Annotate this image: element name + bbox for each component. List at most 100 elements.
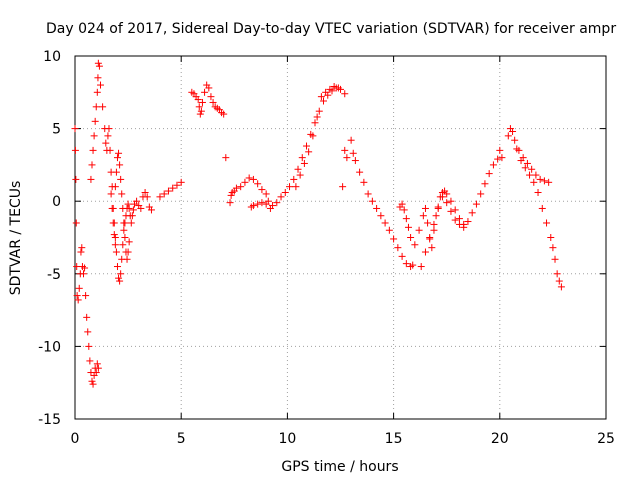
y-tick-label: 10 xyxy=(43,49,61,65)
data-point xyxy=(110,231,118,239)
data-point xyxy=(195,103,203,111)
data-point xyxy=(273,199,281,207)
data-point xyxy=(111,241,119,249)
data-point xyxy=(381,219,389,227)
data-point xyxy=(88,377,96,385)
data-point xyxy=(128,212,136,220)
data-point xyxy=(173,181,181,189)
data-point xyxy=(532,171,540,179)
x-tick-label: 15 xyxy=(385,431,403,447)
data-point xyxy=(464,218,472,226)
data-point xyxy=(258,186,266,194)
data-point xyxy=(249,175,257,183)
data-point xyxy=(72,175,80,183)
data-point xyxy=(292,183,300,191)
data-point xyxy=(290,175,298,183)
data-point xyxy=(538,204,546,212)
data-point xyxy=(164,187,172,195)
data-point xyxy=(443,190,451,198)
data-point xyxy=(112,248,120,256)
data-point xyxy=(115,274,123,282)
data-point xyxy=(220,110,228,118)
data-point xyxy=(415,226,423,234)
data-point xyxy=(407,234,415,241)
data-point xyxy=(207,93,215,101)
data-point xyxy=(93,360,101,368)
data-point xyxy=(400,206,408,214)
data-point xyxy=(99,103,107,111)
data-point xyxy=(77,248,85,256)
data-point xyxy=(222,154,230,162)
data-point xyxy=(402,215,410,223)
data-point xyxy=(226,199,234,207)
data-point xyxy=(111,234,119,241)
data-point xyxy=(120,219,128,227)
data-point xyxy=(169,184,177,192)
data-point xyxy=(83,313,91,321)
data-point xyxy=(317,93,325,101)
data-point xyxy=(124,248,132,256)
data-point xyxy=(298,154,306,162)
data-point xyxy=(526,171,534,179)
data-point xyxy=(133,197,141,205)
data-point xyxy=(125,238,133,246)
data-point xyxy=(124,200,132,208)
data-point xyxy=(241,178,249,186)
data-point xyxy=(143,193,151,201)
data-point xyxy=(426,235,434,243)
data-point xyxy=(472,200,480,208)
data-point xyxy=(116,277,124,285)
data-point xyxy=(451,216,459,224)
data-point xyxy=(504,132,512,140)
y-tick-label: 5 xyxy=(52,122,61,138)
data-point xyxy=(515,146,523,154)
data-point xyxy=(540,177,548,185)
x-tick-label: 0 xyxy=(71,431,80,447)
data-point xyxy=(71,146,79,154)
data-point xyxy=(116,161,124,169)
data-point xyxy=(73,292,81,300)
data-point xyxy=(398,252,406,260)
data-point xyxy=(113,263,121,271)
x-tick-label: 5 xyxy=(177,431,186,447)
data-point xyxy=(113,154,121,162)
data-point xyxy=(404,223,412,231)
data-point xyxy=(79,270,87,278)
y-tick-labels: 10 5 0 -5 -10 -15 xyxy=(38,49,61,428)
data-point xyxy=(262,200,270,208)
data-point xyxy=(86,357,94,365)
data-point xyxy=(523,159,531,167)
data-point xyxy=(385,226,393,234)
data-point xyxy=(107,190,115,198)
data-point xyxy=(177,178,185,186)
data-point xyxy=(394,244,402,252)
axis-ticks xyxy=(74,55,607,420)
data-point xyxy=(303,142,311,150)
data-point xyxy=(94,59,102,67)
data-point xyxy=(72,219,80,227)
x-axis-label: GPS time / hours xyxy=(281,459,398,475)
data-point xyxy=(498,154,506,162)
data-point xyxy=(334,84,342,92)
data-point xyxy=(262,190,270,198)
data-point xyxy=(347,136,355,144)
data-point xyxy=(545,178,553,186)
data-point xyxy=(115,149,123,157)
data-point xyxy=(87,175,95,183)
data-point xyxy=(117,270,125,278)
data-point xyxy=(104,132,112,140)
data-point xyxy=(254,200,262,208)
data-point xyxy=(123,255,131,263)
data-point xyxy=(430,220,438,228)
data-point xyxy=(398,200,406,208)
data-point xyxy=(373,204,381,212)
data-point xyxy=(481,180,489,188)
data-point xyxy=(194,96,202,104)
y-tick-label: 0 xyxy=(52,194,61,210)
data-point xyxy=(489,161,497,169)
data-point xyxy=(119,204,127,212)
y-tick-label: -10 xyxy=(38,339,61,355)
data-point xyxy=(447,207,455,215)
data-point xyxy=(119,241,127,249)
